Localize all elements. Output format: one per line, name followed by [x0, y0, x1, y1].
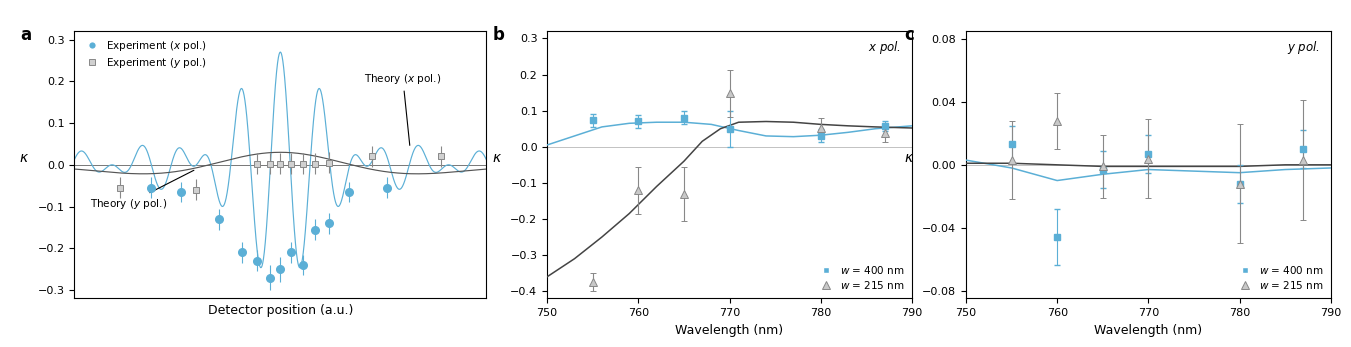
Legend: $w$ = 400 nm, $w$ = 215 nm: $w$ = 400 nm, $w$ = 215 nm: [813, 262, 907, 293]
Legend: Experiment ($x$ pol.), Experiment ($y$ pol.): Experiment ($x$ pol.), Experiment ($y$ p…: [80, 36, 208, 72]
Text: Theory ($y$ pol.): Theory ($y$ pol.): [89, 170, 195, 211]
X-axis label: Wavelength (nm): Wavelength (nm): [676, 324, 784, 337]
Text: a: a: [20, 26, 32, 44]
Text: $y$ pol.: $y$ pol.: [1286, 39, 1320, 56]
Text: c: c: [904, 26, 913, 44]
Text: b: b: [493, 26, 504, 44]
Text: $x$ pol.: $x$ pol.: [867, 39, 901, 56]
Text: Theory ($x$ pol.): Theory ($x$ pol.): [365, 71, 442, 145]
X-axis label: Wavelength (nm): Wavelength (nm): [1094, 324, 1202, 337]
Y-axis label: κ: κ: [904, 151, 912, 165]
Y-axis label: κ: κ: [19, 151, 27, 165]
Legend: $w$ = 400 nm, $w$ = 215 nm: $w$ = 400 nm, $w$ = 215 nm: [1232, 262, 1325, 293]
X-axis label: Detector position (a.u.): Detector position (a.u.): [208, 304, 353, 317]
Y-axis label: κ: κ: [492, 151, 500, 165]
